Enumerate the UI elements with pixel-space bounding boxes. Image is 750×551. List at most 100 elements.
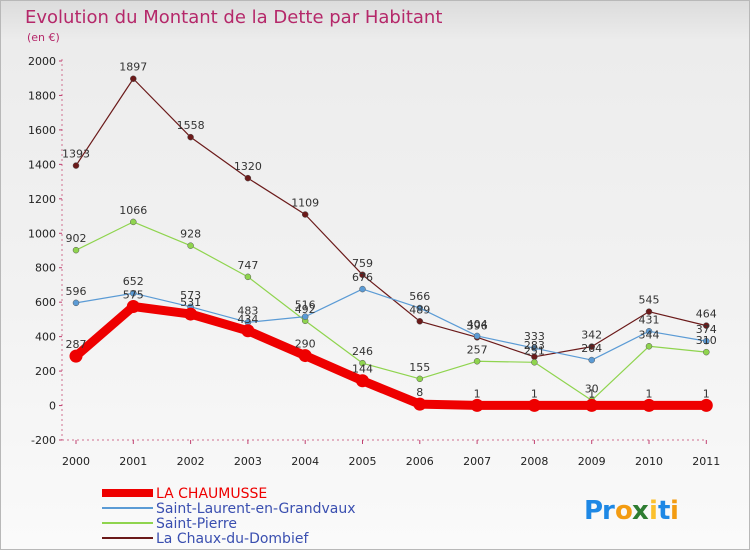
data-label: 1 [474, 387, 481, 400]
data-point [69, 349, 83, 363]
proxiti-logo: Pr o x i t i [584, 496, 679, 526]
y-tick-label: 400 [35, 331, 56, 344]
data-point [588, 356, 595, 364]
data-point [72, 299, 80, 307]
data-label: 489 [409, 303, 430, 316]
data-point [645, 308, 653, 315]
data-label: 290 [295, 338, 316, 351]
data-point [301, 211, 309, 218]
data-point [531, 359, 538, 366]
data-label: 759 [352, 257, 373, 270]
brand-letter: t [658, 496, 670, 526]
x-tick-label: 2003 [234, 455, 262, 468]
data-label: 531 [180, 296, 201, 309]
legend: LA CHAUMUSSESaint-Laurent-en-GrandvauxSa… [102, 486, 356, 547]
series-3 [72, 75, 710, 361]
data-label: 928 [180, 228, 201, 241]
data-label: 492 [295, 303, 316, 316]
data-label: 310 [696, 334, 717, 347]
data-label: 333 [524, 330, 545, 343]
data-point [527, 398, 541, 412]
data-point [645, 343, 653, 350]
y-tick-label: 1200 [28, 193, 56, 206]
data-point [298, 349, 312, 363]
data-point [416, 304, 424, 312]
data-point [703, 348, 710, 356]
brand-letter: x [632, 496, 649, 526]
data-label: 1558 [177, 119, 205, 132]
y-tick-label: 200 [35, 365, 56, 378]
data-point [413, 397, 427, 411]
data-label: 464 [696, 308, 717, 321]
data-point [470, 398, 484, 412]
data-label: 264 [581, 342, 602, 355]
x-tick-label: 2002 [177, 455, 205, 468]
data-label: 652 [123, 275, 144, 288]
brand-letter: P [584, 496, 603, 526]
data-point [187, 242, 194, 249]
data-label: 1 [703, 387, 710, 400]
data-point [588, 343, 595, 350]
legend-label: LA CHAUMUSSE [156, 486, 267, 502]
data-point [126, 299, 140, 313]
data-label: 283 [524, 339, 545, 352]
y-tick-label: 1400 [28, 158, 56, 171]
data-label: 483 [237, 304, 258, 317]
legend-label: Saint-Laurent-en-Grandvaux [156, 501, 356, 517]
series-2 [72, 218, 710, 404]
data-point [416, 318, 424, 325]
data-label: 1393 [62, 148, 90, 161]
data-label: 431 [639, 313, 660, 326]
y-tick-label: 600 [35, 296, 56, 309]
data-point [130, 289, 137, 297]
data-label: 144 [352, 363, 373, 376]
data-label: 1 [588, 387, 595, 400]
data-point [359, 271, 366, 279]
data-label: 344 [639, 328, 660, 341]
data-label: 404 [467, 318, 488, 331]
data-point [72, 162, 80, 169]
data-label: 575 [123, 288, 144, 301]
data-label: 1320 [234, 160, 262, 173]
data-point [244, 174, 252, 182]
data-labels: 287 575 531 434 290 144 8 1 1 1 1 1 596 652 573 483 516 6… [62, 61, 717, 401]
data-point [130, 75, 137, 82]
data-label: 566 [409, 290, 430, 303]
data-point [585, 398, 599, 412]
series-line [75, 221, 707, 401]
data-label: 257 [467, 343, 488, 356]
x-tick-label: 2000 [62, 455, 90, 468]
series-1 [72, 285, 710, 364]
legend-label: La Chaux-du-Dombief [156, 531, 309, 547]
legend-label: Saint-Pierre [156, 516, 237, 532]
data-label: 396 [467, 319, 488, 332]
data-label: 1109 [291, 196, 319, 209]
y-tick-label: 800 [35, 262, 56, 275]
data-label: 596 [66, 285, 87, 298]
data-label: 342 [581, 329, 602, 342]
data-point [359, 359, 366, 367]
y-tick-label: 1600 [28, 124, 56, 137]
data-point [416, 375, 424, 383]
data-point [645, 328, 653, 335]
y-tick-label: 2000 [28, 55, 56, 68]
data-point [473, 332, 481, 340]
data-label: 374 [696, 323, 717, 336]
data-label: 573 [180, 289, 201, 302]
data-point [642, 398, 656, 412]
y-tick-label: -200 [31, 434, 56, 447]
axes: -200 0 200 400 600 800 1000 1200 1400 1600 1800 200… [28, 55, 720, 468]
x-tick-label: 2010 [635, 455, 663, 468]
x-tick-label: 2008 [520, 455, 548, 468]
series-line [71, 301, 711, 410]
data-label: 287 [66, 338, 87, 351]
x-tick-label: 2007 [463, 455, 491, 468]
x-tick-label: 2006 [406, 455, 434, 468]
x-tick-label: 2005 [349, 455, 377, 468]
data-label: 434 [237, 313, 258, 326]
data-label: 902 [66, 232, 87, 245]
data-label: 246 [352, 345, 373, 358]
data-label: 1 [531, 387, 538, 400]
data-label: 676 [352, 271, 373, 284]
